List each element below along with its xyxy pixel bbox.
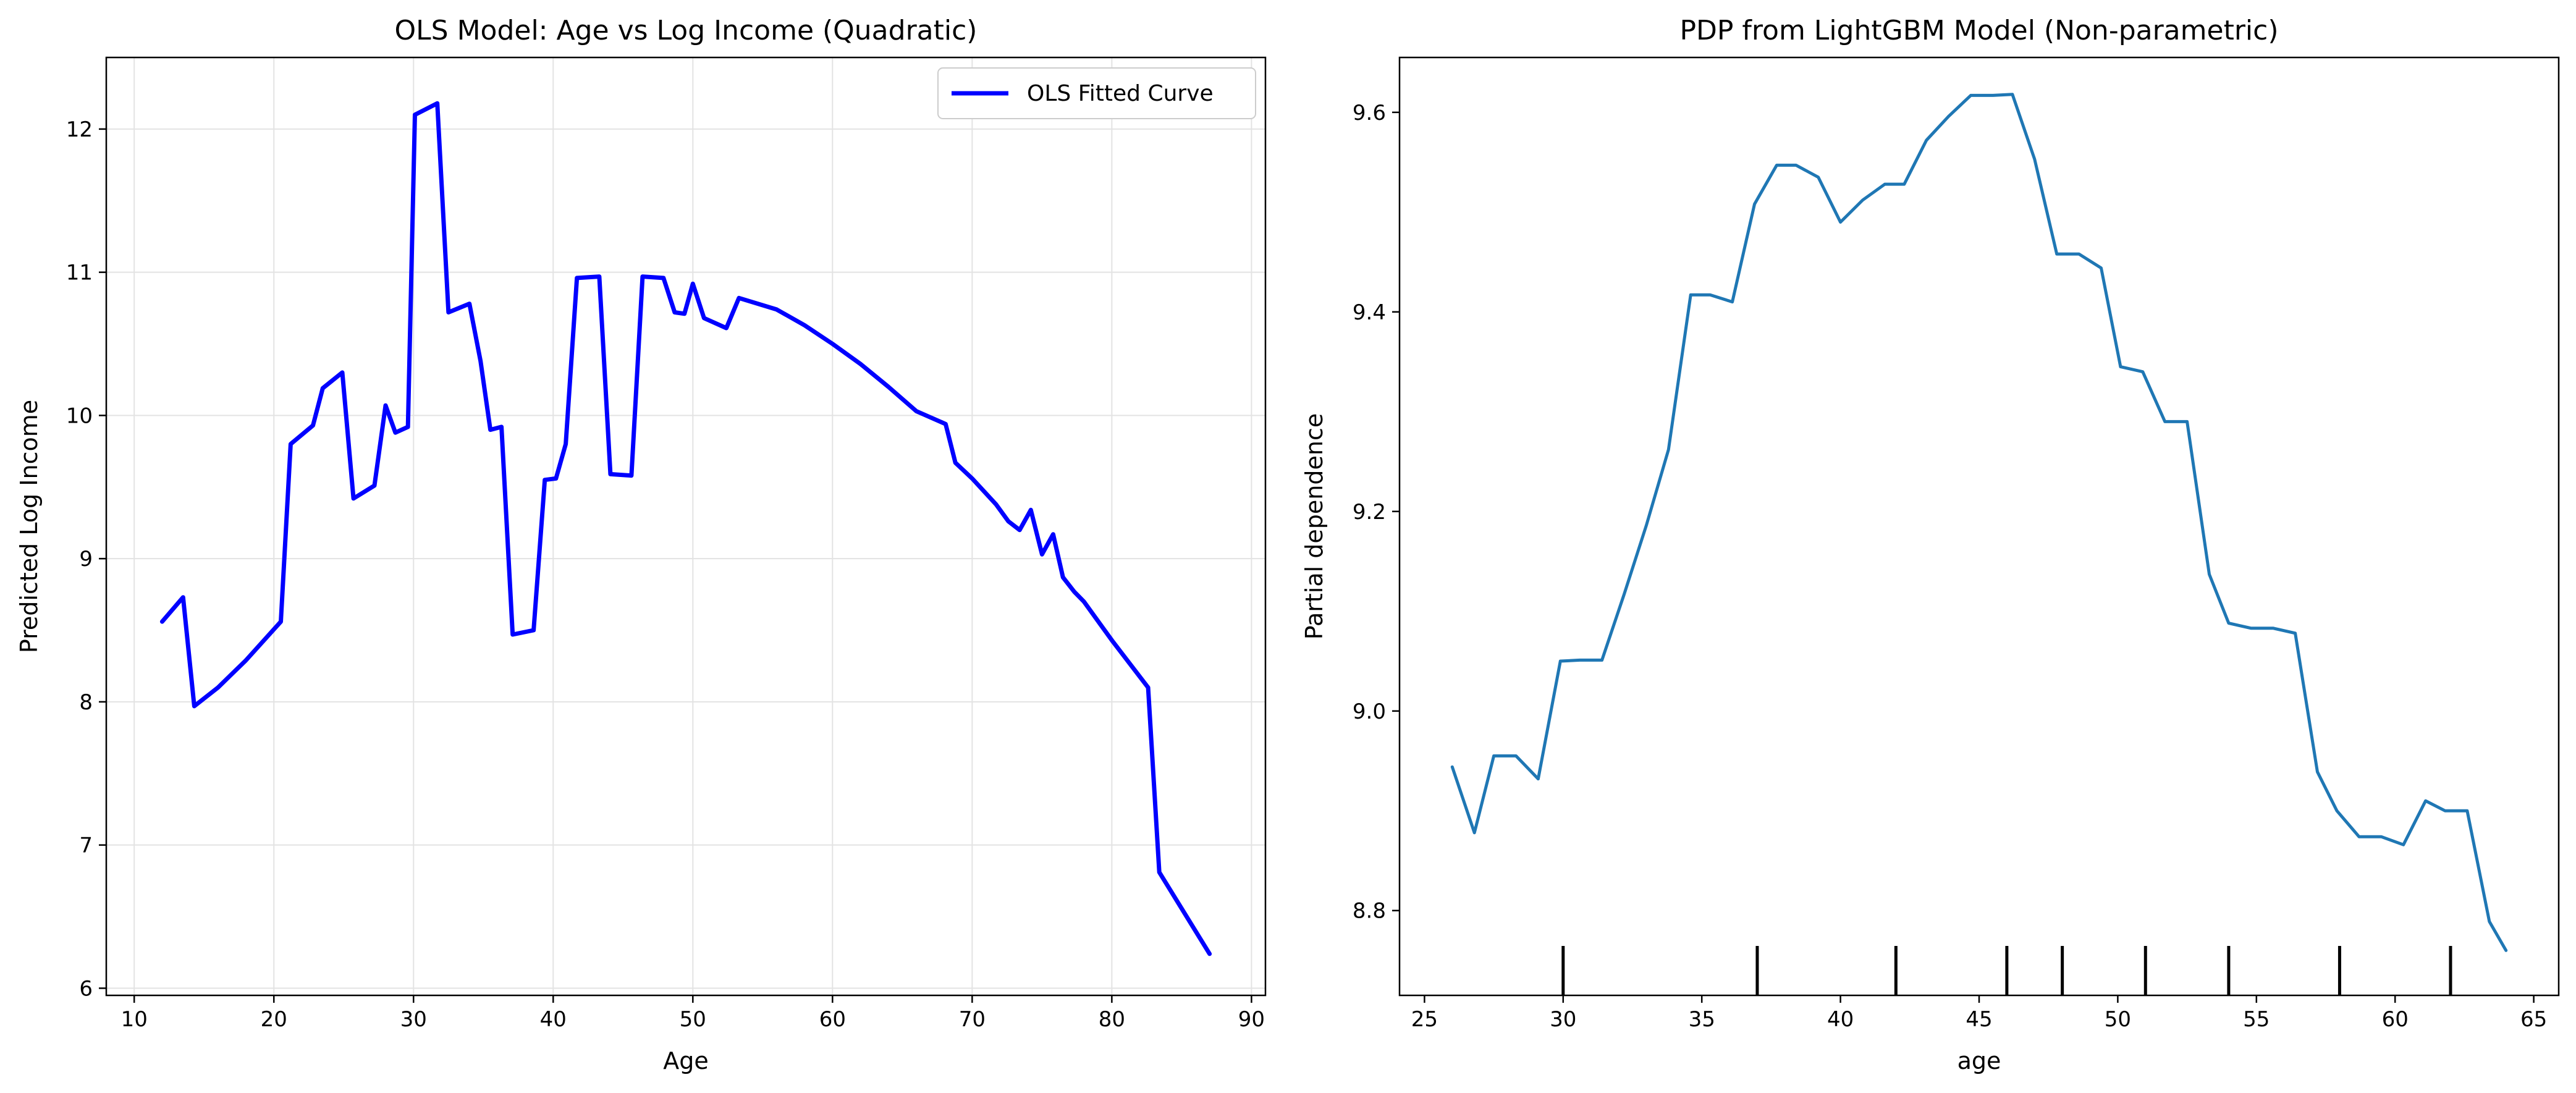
pdp-x-tick-label: 40 — [1827, 1007, 1854, 1032]
pdp-x-tick-label: 60 — [2382, 1007, 2409, 1032]
ols-y-tick-label: 6 — [79, 976, 93, 1001]
ols-y-axis-label: Predicted Log Income — [15, 400, 43, 653]
ols-x-tick-label: 90 — [1238, 1007, 1265, 1032]
pdp-y-tick-label: 9.0 — [1353, 699, 1386, 724]
pdp-x-tick-label: 50 — [2105, 1007, 2131, 1032]
ols-plot-area — [106, 57, 1265, 995]
ols-x-tick-label: 70 — [959, 1007, 986, 1032]
pdp-x-tick-label: 35 — [1689, 1007, 1715, 1032]
ols-x-tick-label: 60 — [819, 1007, 846, 1032]
ols-x-tick-label: 30 — [400, 1007, 427, 1032]
ols-y-tick-label: 7 — [79, 833, 93, 858]
ols-legend: OLS Fitted Curve — [937, 67, 1256, 119]
ols-chart-title: OLS Model: Age vs Log Income (Quadratic) — [395, 15, 978, 46]
ols-x-axis-label: Age — [663, 1047, 709, 1074]
pdp-chart-panel: 25 30 35 40 45 50 55 60 65 8.8 9.0 9.2 9.4 9.6 PDP fr… — [1301, 15, 2560, 1074]
ols-y-tick-label: 8 — [79, 690, 93, 715]
ols-chart-panel: 10 20 30 40 50 60 70 80 90 6 7 8 9 10 11 12 OLS Model: … — [15, 15, 1267, 1074]
pdp-x-tick-label: 55 — [2243, 1007, 2270, 1032]
pdp-chart-title: PDP from LightGBM Model (Non-parametric) — [1679, 15, 2278, 46]
ols-legend-box — [937, 67, 1256, 119]
ols-series-line — [159, 101, 1212, 956]
pdp-plot-area — [1400, 57, 2559, 995]
ols-x-tick-label: 20 — [261, 1007, 287, 1032]
pdp-y-axis-label: Partial dependence — [1301, 413, 1328, 639]
ols-x-tick-label: 10 — [121, 1007, 148, 1032]
pdp-x-tick-label: 25 — [1411, 1007, 1438, 1032]
ols-y-tick-label: 11 — [66, 261, 93, 285]
ols-y-tick-label: 12 — [66, 117, 93, 142]
ols-y-tick-label: 10 — [66, 403, 93, 428]
pdp-x-tick-label: 30 — [1550, 1007, 1576, 1032]
ols-x-tick-label: 50 — [680, 1007, 706, 1032]
pdp-y-tick-label: 9.6 — [1353, 101, 1386, 125]
pdp-x-tick-label: 65 — [2520, 1007, 2547, 1032]
ols-plot-frame — [105, 56, 1267, 997]
pdp-x-tick-label: 45 — [1966, 1007, 1992, 1032]
ols-y-tick-label: 9 — [79, 547, 93, 572]
ols-x-tick-label: 80 — [1099, 1007, 1125, 1032]
ols-legend-label: OLS Fitted Curve — [1027, 81, 1214, 106]
pdp-y-tick-label: 9.4 — [1353, 300, 1386, 325]
pdp-x-axis-label: age — [1957, 1047, 2001, 1074]
ols-x-tick-label: 40 — [540, 1007, 567, 1032]
pdp-y-tick-label: 9.2 — [1353, 500, 1386, 525]
pdp-series-line — [1450, 93, 2508, 952]
pdp-y-tick-label: 8.8 — [1353, 899, 1386, 924]
